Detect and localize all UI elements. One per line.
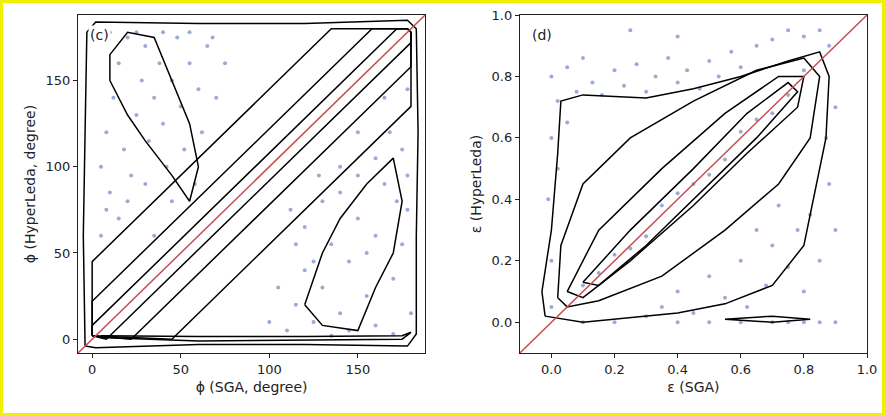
svg-text:0: 0 [62,332,70,347]
svg-text:1.0: 1.0 [492,8,513,23]
svg-text:0.6: 0.6 [730,362,751,377]
svg-text:100: 100 [46,159,71,174]
svg-text:0.0: 0.0 [492,315,513,330]
svg-text:ϕ (HyperLeda, degree): ϕ (HyperLeda, degree) [22,105,38,263]
svg-text:50: 50 [54,246,71,261]
svg-text:ε (HyperLeda): ε (HyperLeda) [468,135,484,234]
svg-text:0.4: 0.4 [667,362,688,377]
svg-text:0.6: 0.6 [492,130,513,145]
svg-text:150: 150 [46,73,71,88]
svg-text:50: 50 [172,362,189,377]
svg-text:0.8: 0.8 [492,69,513,84]
svg-text:0.2: 0.2 [492,253,513,268]
svg-text:ϕ (SGA, degree): ϕ (SGA, degree) [196,379,308,395]
svg-text:1.0: 1.0 [857,362,878,377]
svg-text:(c): (c) [90,27,109,43]
svg-text:ε (SGA): ε (SGA) [667,379,719,395]
svg-text:100: 100 [257,362,282,377]
svg-text:0.0: 0.0 [541,362,562,377]
svg-text:0: 0 [88,362,96,377]
svg-text:0.4: 0.4 [492,192,513,207]
svg-text:0.2: 0.2 [604,362,625,377]
svg-text:0.8: 0.8 [794,362,815,377]
svg-text:(d): (d) [532,27,552,43]
svg-text:150: 150 [345,362,370,377]
